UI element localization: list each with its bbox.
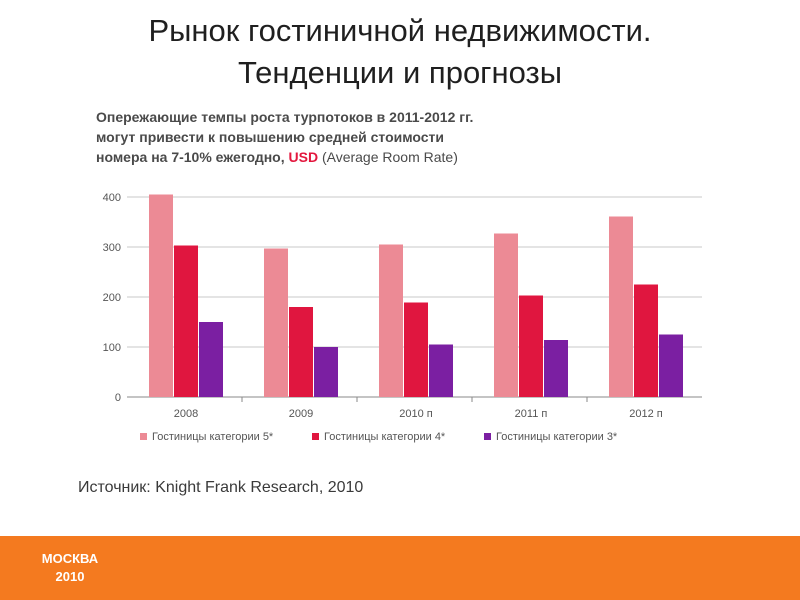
source-note: Источник: Knight Frank Research, 2010	[78, 479, 364, 496]
y-tick-label-0: 0	[115, 392, 121, 404]
chart-heading-line-1: Опережающие темпы роста турпотоков в 201…	[96, 109, 474, 125]
bar-series-0-2012-п	[609, 216, 633, 397]
chart-heading-line-3: номера на 7-10% ежегодно, USD (Average R…	[96, 147, 656, 167]
legend-label-1: Гостиницы категории 4*	[324, 431, 446, 443]
x-tick-label-4: 2012 п	[629, 408, 663, 420]
legend-swatch-0	[140, 433, 147, 440]
bar-series-2-2010-п	[429, 344, 453, 397]
y-tick-label-2: 200	[103, 292, 121, 304]
bar-series-1-2012-п	[634, 284, 658, 397]
chart-heading-prefix: номера на 7-10% ежегодно,	[96, 149, 289, 165]
footer-bar: МОСКВА 2010	[0, 536, 800, 600]
x-tick-label-3: 2011 п	[515, 408, 548, 420]
bar-series-0-2011-п	[494, 233, 518, 397]
slide-title-line-2: Тенденции и прогнозы	[237, 55, 563, 90]
x-tick-label-2: 2010 п	[399, 408, 433, 420]
bar-series-0-2009	[264, 248, 288, 397]
footer-year: 2010	[55, 569, 85, 584]
bar-series-2-2011-п	[544, 340, 568, 397]
y-tick-label-3: 300	[103, 242, 121, 254]
y-tick-label-1: 100	[103, 342, 121, 354]
slide-title: Рынок гостиничной недвижимости. Тенденци…	[0, 10, 800, 94]
legend-label-0: Гостиницы категории 5*	[152, 431, 274, 443]
bar-series-0-2010-п	[379, 244, 403, 397]
bar-series-1-2010-п	[404, 302, 428, 397]
legend-swatch-2	[484, 433, 491, 440]
chart-heading-currency: USD	[288, 149, 319, 165]
bar-series-2-2009	[314, 347, 338, 397]
y-tick-label-4: 400	[103, 192, 121, 204]
chart-heading-suffix: (Average Room Rate)	[318, 149, 458, 165]
chart-heading: Опережающие темпы роста турпотоков в 201…	[96, 107, 656, 167]
legend-swatch-1	[312, 433, 319, 440]
bar-series-1-2008	[174, 245, 198, 397]
bar-series-1-2009	[289, 307, 313, 397]
x-tick-label-0: 2008	[174, 408, 198, 420]
slide-title-line-1: Рынок гостиничной недвижимости.	[148, 13, 652, 48]
x-tick-label-1: 2009	[289, 408, 313, 420]
bar-series-2-2012-п	[659, 334, 683, 397]
footer-city: МОСКВА	[41, 551, 99, 566]
bar-series-0-2008	[149, 194, 173, 397]
legend-label-2: Гостиницы категории 3*	[496, 431, 618, 443]
bar-series-2-2008	[199, 322, 223, 397]
footer-label: МОСКВА 2010	[30, 550, 110, 586]
bar-chart: 0 100 200 300 400 2008 2009 2010 п 2011 п 2012 п Г…	[103, 192, 702, 443]
bar-series-1-2011-п	[519, 295, 543, 397]
chart-heading-line-2: могут привести к повышению средней стоим…	[96, 129, 445, 145]
